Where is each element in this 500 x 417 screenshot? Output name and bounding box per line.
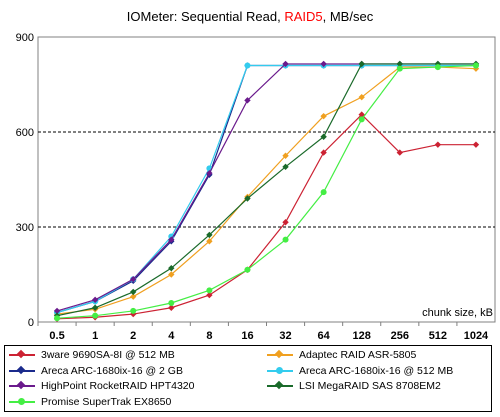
data-point	[91, 304, 99, 311]
data-point	[472, 62, 479, 69]
x-tick-label: 128	[353, 330, 371, 342]
data-point	[53, 307, 61, 315]
data-point	[130, 276, 137, 283]
data-point	[396, 60, 403, 68]
chart-title: IOMeter: Sequential Read, RAID5, MB/sec	[127, 9, 374, 24]
data-point	[168, 236, 175, 243]
data-point	[168, 304, 175, 311]
legend-item: HighPoint RocketRAID HPT4320	[9, 379, 195, 393]
data-point	[434, 141, 442, 148]
data-point	[282, 236, 289, 243]
data-point	[206, 287, 213, 294]
x-tick-label: 1024	[464, 330, 489, 342]
legend-item: Adaptec RAID ASR-5805	[267, 348, 416, 362]
legend-swatch	[267, 349, 293, 361]
x-tick-label: 0.5	[49, 330, 64, 342]
legend-swatch	[267, 365, 293, 377]
series-line	[56, 63, 476, 317]
legend-swatch	[9, 365, 35, 377]
legend-item: LSI MegaRAID SAS 8708EM2	[267, 379, 441, 393]
x-tick-label: 1	[92, 330, 98, 342]
data-point	[168, 264, 175, 272]
data-point	[320, 149, 327, 156]
data-point	[282, 60, 289, 68]
data-point	[54, 315, 61, 322]
series-line	[57, 113, 476, 320]
data-point	[358, 60, 365, 68]
data-point	[396, 65, 403, 72]
data-point	[282, 163, 289, 171]
legend-label: HighPoint RocketRAID HPT4320	[41, 380, 195, 392]
data-point	[91, 296, 99, 304]
data-point	[434, 60, 442, 68]
data-point	[244, 97, 251, 104]
data-point	[320, 189, 327, 196]
x-tick-label: 64	[318, 330, 331, 342]
y-tick-label: 300	[16, 222, 34, 234]
x-tick-label: 256	[391, 330, 409, 342]
y-tick-label: 0	[28, 317, 34, 329]
data-point	[244, 62, 251, 69]
data-point	[472, 141, 480, 148]
data-point	[320, 112, 327, 120]
data-point	[358, 93, 365, 101]
legend-item: 3ware 9690SA-8I @ 512 MB	[9, 348, 175, 362]
legend-label: Areca ARC-1680ix-16 @ 2 GB	[41, 364, 183, 377]
data-point	[206, 238, 213, 245]
data-point	[92, 312, 99, 319]
series-line	[56, 66, 476, 315]
x-tick-label: 8	[206, 330, 212, 342]
legend-swatch	[9, 396, 35, 408]
legend-label: Adaptec RAID ASR-5805	[299, 349, 417, 361]
title-part-2: , MB/sec	[323, 9, 374, 24]
data-point	[130, 307, 137, 314]
data-point	[130, 293, 137, 300]
x-tick-label: 512	[429, 330, 447, 342]
series-line	[57, 64, 476, 319]
data-point	[434, 64, 441, 71]
series-6	[54, 62, 479, 322]
data-point	[206, 231, 213, 239]
data-point	[282, 152, 289, 159]
x-tick-label: 16	[241, 330, 253, 342]
series-5	[53, 60, 480, 319]
data-point	[206, 169, 213, 177]
data-point	[358, 116, 365, 123]
legend-label: Areca ARC-1680ix-16 @ 512 MB	[299, 364, 454, 377]
legend-swatch	[267, 380, 293, 392]
x-axis-label: chunk size, kB	[422, 307, 493, 319]
legend: 3ware 9690SA-8I @ 512 MB Adaptec RAID ASR…	[4, 345, 492, 412]
x-tick-label: 2	[130, 330, 136, 342]
data-point	[396, 149, 403, 156]
data-point	[168, 271, 175, 278]
y-tick-label: 900	[16, 32, 34, 44]
data-point	[244, 195, 251, 202]
legend-label: Promise SuperTrak EX8650	[41, 395, 172, 408]
chart-svg: IOMeter: Sequential Read, RAID5, MB/sec …	[16, 9, 496, 342]
x-tick-label: 4	[168, 330, 175, 342]
legend-label: 3ware 9690SA-8I @ 512 MB	[41, 349, 175, 361]
legend-swatch	[9, 349, 35, 361]
plot-area	[37, 36, 496, 323]
legend-item: Promise SuperTrak EX8650	[9, 395, 171, 409]
data-point	[130, 288, 137, 296]
legend-swatch	[9, 380, 35, 392]
data-point	[244, 266, 251, 273]
data-point	[282, 219, 289, 226]
data-point	[168, 300, 175, 306]
y-tick-label: 600	[16, 127, 34, 139]
legend-item: Areca ARC-1680ix-16 @ 2 GB	[9, 364, 183, 378]
data-point	[320, 133, 327, 140]
title-part-1: IOMeter: Sequential Read,	[127, 9, 285, 24]
data-point	[320, 60, 327, 68]
x-tick-label: 32	[279, 330, 291, 342]
legend-item: Areca ARC-1680ix-16 @ 512 MB	[267, 364, 453, 378]
data-point	[358, 111, 365, 118]
legend-label: LSI MegaRAID SAS 8708EM2	[299, 380, 441, 392]
data-point	[206, 291, 213, 299]
title-highlight: RAID5	[284, 9, 322, 24]
